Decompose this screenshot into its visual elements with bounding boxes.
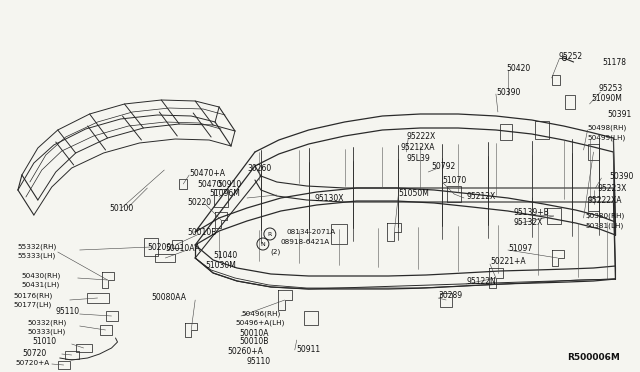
Bar — [214, 189, 228, 207]
Text: (2): (2) — [271, 249, 281, 255]
Text: 50720+A: 50720+A — [16, 360, 50, 366]
Text: 50420: 50420 — [506, 64, 530, 73]
Text: 55333(LH): 55333(LH) — [18, 253, 56, 259]
Text: 50470: 50470 — [197, 180, 221, 189]
Text: 08918-6421A: 08918-6421A — [281, 239, 330, 245]
Text: 95212X: 95212X — [466, 192, 495, 201]
Text: 51010: 51010 — [32, 337, 56, 346]
Text: 50391: 50391 — [607, 109, 632, 119]
Text: 50496(RH): 50496(RH) — [241, 311, 280, 317]
Text: 95253: 95253 — [598, 83, 623, 93]
Bar — [547, 208, 561, 224]
Text: 50910: 50910 — [217, 180, 241, 189]
Text: 51097: 51097 — [508, 244, 532, 253]
Text: 51050M: 51050M — [398, 189, 429, 198]
Text: 51070: 51070 — [442, 176, 467, 185]
Text: 50010B: 50010B — [188, 228, 216, 237]
Bar — [86, 293, 109, 303]
Text: 50332(RH): 50332(RH) — [28, 320, 67, 326]
Text: 51090M: 51090M — [591, 93, 622, 103]
Text: 50498(RH): 50498(RH) — [588, 125, 627, 131]
Bar — [156, 254, 175, 262]
Text: N: N — [260, 241, 265, 247]
Text: R: R — [268, 231, 272, 237]
Bar — [76, 344, 92, 352]
Text: 50499(LH): 50499(LH) — [588, 135, 626, 141]
Text: 95L39: 95L39 — [406, 154, 430, 163]
Bar — [145, 238, 158, 256]
Text: 50010A: 50010A — [239, 328, 269, 337]
Text: 51178: 51178 — [602, 58, 627, 67]
Text: 50720: 50720 — [22, 349, 46, 357]
Text: 95222XA: 95222XA — [588, 196, 622, 205]
Bar — [100, 325, 111, 335]
Text: 51096M: 51096M — [209, 189, 240, 198]
Text: 50911: 50911 — [297, 344, 321, 353]
Bar — [552, 75, 559, 85]
Bar — [331, 224, 346, 244]
Text: 95222X: 95222X — [406, 131, 436, 141]
Text: 30289: 30289 — [438, 292, 462, 301]
Text: 95110: 95110 — [56, 308, 80, 317]
Text: 95139+B: 95139+B — [514, 208, 550, 217]
Text: 95132X: 95132X — [514, 218, 543, 227]
Text: 95212XA: 95212XA — [400, 142, 435, 151]
Bar — [65, 351, 79, 359]
Bar — [179, 179, 188, 189]
Text: 50431(LH): 50431(LH) — [22, 282, 60, 288]
Text: 50177(LH): 50177(LH) — [14, 302, 52, 308]
Text: 50010AA: 50010AA — [165, 244, 200, 253]
Text: 50080AA: 50080AA — [152, 294, 186, 302]
Text: 50221+A: 50221+A — [490, 257, 525, 266]
Text: 50381(LH): 50381(LH) — [586, 223, 624, 229]
Bar — [172, 240, 182, 248]
Text: 95110: 95110 — [247, 356, 271, 366]
Text: 50010B: 50010B — [239, 337, 268, 346]
Text: 50390: 50390 — [496, 87, 520, 96]
Text: 95130X: 95130X — [315, 193, 344, 202]
Bar — [447, 186, 461, 202]
Text: 51030M: 51030M — [205, 260, 236, 269]
Text: 50430(RH): 50430(RH) — [22, 273, 61, 279]
Text: 51040: 51040 — [213, 251, 237, 260]
Text: 50100: 50100 — [109, 203, 134, 212]
Text: 50380(RH): 50380(RH) — [586, 213, 625, 219]
Bar — [304, 311, 317, 325]
Text: 50470+A: 50470+A — [189, 169, 225, 177]
Text: 95252: 95252 — [559, 51, 583, 61]
Text: 30260: 30260 — [247, 164, 271, 173]
Text: 95122N: 95122N — [466, 278, 496, 286]
Text: 50220: 50220 — [188, 198, 211, 206]
Text: 50496+A(LH): 50496+A(LH) — [235, 320, 284, 326]
Text: 50200: 50200 — [147, 243, 172, 251]
Text: 95223X: 95223X — [598, 183, 627, 192]
Text: 50792: 50792 — [431, 161, 456, 170]
Bar — [106, 311, 118, 321]
Text: 50176(RH): 50176(RH) — [14, 293, 53, 299]
Text: 08134-2071A: 08134-2071A — [287, 229, 336, 235]
Text: R500006M: R500006M — [568, 353, 621, 362]
Bar — [440, 293, 452, 307]
Text: 55332(RH): 55332(RH) — [18, 244, 57, 250]
Bar — [535, 121, 548, 139]
Bar — [588, 144, 600, 160]
Text: 50390: 50390 — [609, 171, 634, 180]
Bar — [58, 361, 70, 369]
Bar — [564, 95, 575, 109]
Bar — [500, 124, 512, 140]
Text: 50333(LH): 50333(LH) — [28, 329, 66, 335]
Text: 50260+A: 50260+A — [227, 346, 263, 356]
Bar — [588, 197, 600, 211]
